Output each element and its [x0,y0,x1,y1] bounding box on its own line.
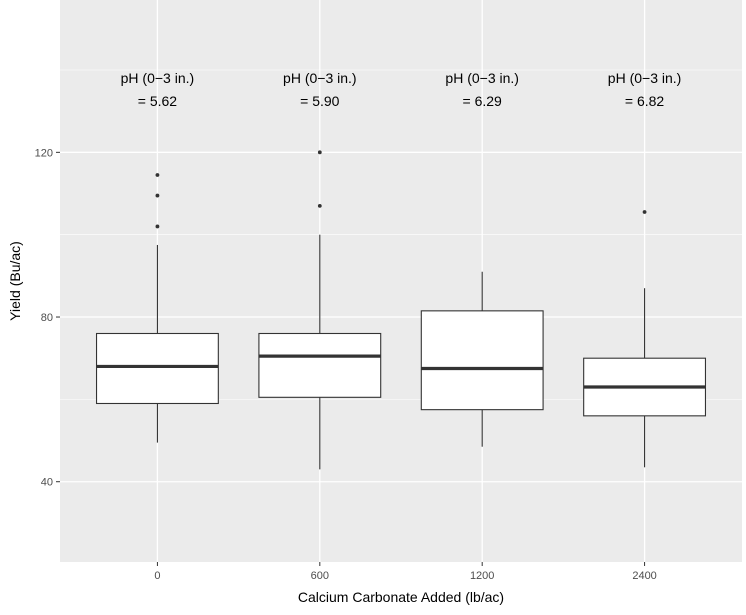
outlier-point [155,193,160,198]
plot-panel [60,0,742,562]
ph-annotation-line1: pH (0−3 in.) [121,70,195,86]
x-tick-label: 600 [311,570,329,582]
box-group-1200 [420,271,544,447]
outlier-point [155,224,160,229]
ph-annotation-line2: = 5.62 [138,93,178,109]
ph-annotation-line2: = 6.82 [625,93,665,109]
outlier-point [317,203,322,208]
outlier-point [317,150,322,155]
outlier-point [155,173,160,177]
y-tick-label: 40 [41,477,53,489]
ph-annotation-line2: = 5.90 [300,93,340,109]
box-layer [95,150,707,470]
ph-annotation-line1: pH (0−3 in.) [608,70,682,86]
ph-annotation-line2: = 6.29 [463,93,503,109]
annotation-layer: pH (0−3 in.) = 5.62 pH (0−3 in.) = 5.90 pH (… [121,70,682,109]
y-tick-label: 120 [35,147,53,159]
y-axis-title: Yield (Bu/ac) [7,241,23,321]
box-group-0 [95,173,219,443]
y-tick-label: 80 [41,312,53,324]
box-iqr [95,332,219,405]
box-iqr [420,310,544,411]
ph-annotation-line1: pH (0−3 in.) [445,70,519,86]
box-iqr [258,332,382,398]
ph-annotation-line1: pH (0−3 in.) [283,70,357,86]
box-group-2400 [583,210,707,468]
grid-layer [60,0,742,562]
x-tick-label: 0 [154,570,160,582]
box-group-600 [258,150,382,470]
x-tick-label: 1200 [470,570,494,582]
x-axis-title: Calcium Carbonate Added (lb/ac) [298,589,504,605]
outlier-point [642,210,647,214]
x-tick-label: 2400 [632,570,656,582]
